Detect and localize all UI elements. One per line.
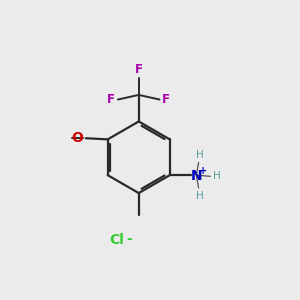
Text: +: + bbox=[199, 166, 207, 176]
Text: O: O bbox=[71, 131, 83, 145]
Text: N: N bbox=[190, 169, 202, 183]
Text: Cl: Cl bbox=[110, 233, 124, 248]
Text: H: H bbox=[213, 171, 221, 181]
Text: H: H bbox=[196, 191, 204, 201]
Text: F: F bbox=[107, 93, 115, 106]
Text: F: F bbox=[135, 63, 143, 76]
Text: F: F bbox=[162, 93, 170, 106]
Text: -: - bbox=[127, 232, 132, 246]
Text: H: H bbox=[196, 150, 204, 160]
